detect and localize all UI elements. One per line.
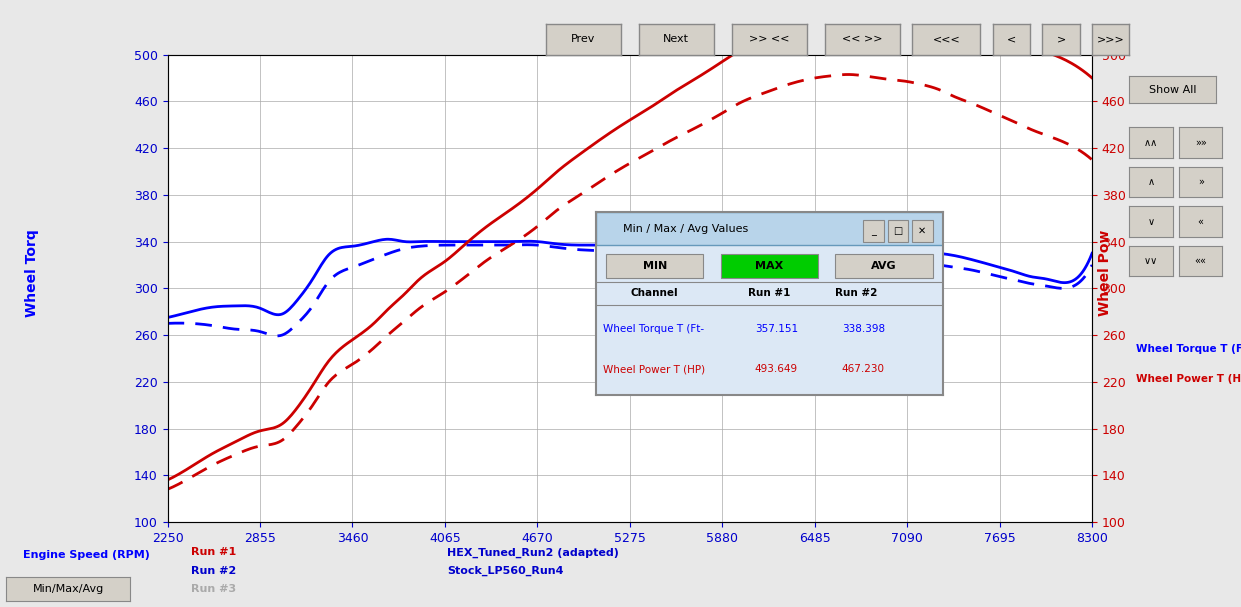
- FancyBboxPatch shape: [887, 220, 908, 242]
- Text: <<<: <<<: [932, 35, 961, 44]
- Text: »: »: [1198, 177, 1204, 187]
- Text: □: □: [894, 226, 902, 236]
- Text: _: _: [871, 226, 876, 236]
- Text: >> <<: >> <<: [750, 35, 789, 44]
- Text: Channel: Channel: [630, 288, 679, 297]
- FancyBboxPatch shape: [606, 254, 704, 278]
- Text: Next: Next: [664, 35, 689, 44]
- Text: MIN: MIN: [643, 261, 666, 271]
- Text: AVG: AVG: [871, 261, 897, 271]
- Text: Wheel Power T (HP): Wheel Power T (HP): [603, 364, 705, 374]
- Text: ∧∧: ∧∧: [1144, 138, 1158, 148]
- Text: 493.649: 493.649: [755, 364, 798, 374]
- Text: >>>: >>>: [1097, 35, 1124, 44]
- Text: Stock_LP560_Run4: Stock_LP560_Run4: [447, 566, 563, 576]
- Text: ∨: ∨: [1148, 217, 1154, 226]
- Text: Show All: Show All: [1149, 84, 1196, 95]
- Text: «: «: [1198, 217, 1204, 226]
- Text: »»: »»: [1195, 138, 1206, 148]
- Text: Run #2: Run #2: [191, 566, 236, 575]
- Text: 467.230: 467.230: [841, 364, 885, 374]
- Text: Wheel Torque T (Ft-: Wheel Torque T (Ft-: [603, 324, 704, 334]
- Text: HEX_Tuned_Run2 (adapted): HEX_Tuned_Run2 (adapted): [447, 548, 618, 558]
- Text: 338.398: 338.398: [841, 324, 885, 334]
- Text: >: >: [1056, 35, 1066, 44]
- FancyBboxPatch shape: [721, 254, 818, 278]
- Text: Run #3: Run #3: [191, 584, 236, 594]
- Text: Run #1: Run #1: [191, 548, 236, 557]
- FancyBboxPatch shape: [835, 254, 933, 278]
- Text: << >>: << >>: [843, 35, 882, 44]
- Text: Wheel Torq: Wheel Torq: [25, 229, 38, 317]
- Text: 357.151: 357.151: [755, 324, 798, 334]
- FancyBboxPatch shape: [596, 212, 943, 245]
- Text: Min / Max / Avg Values: Min / Max / Avg Values: [623, 224, 748, 234]
- Text: Run #2: Run #2: [835, 288, 877, 297]
- Text: ∧: ∧: [1148, 177, 1154, 187]
- Text: Min/Max/Avg: Min/Max/Avg: [32, 584, 104, 594]
- Text: Run #1: Run #1: [748, 288, 791, 297]
- Text: ✕: ✕: [918, 226, 926, 236]
- Text: ««: ««: [1195, 256, 1206, 266]
- Text: <: <: [1006, 35, 1016, 44]
- Text: ∨∨: ∨∨: [1144, 256, 1158, 266]
- Text: Wheel Power T (HP): Wheel Power T (HP): [1136, 375, 1241, 384]
- Text: Wheel Pow: Wheel Pow: [1098, 230, 1112, 316]
- FancyBboxPatch shape: [912, 220, 933, 242]
- Text: Wheel Torque T (Ft-l: Wheel Torque T (Ft-l: [1136, 344, 1241, 354]
- Text: MAX: MAX: [756, 261, 783, 271]
- Text: Engine Speed (RPM): Engine Speed (RPM): [24, 551, 150, 560]
- Text: Prev: Prev: [571, 35, 596, 44]
- FancyBboxPatch shape: [864, 220, 884, 242]
